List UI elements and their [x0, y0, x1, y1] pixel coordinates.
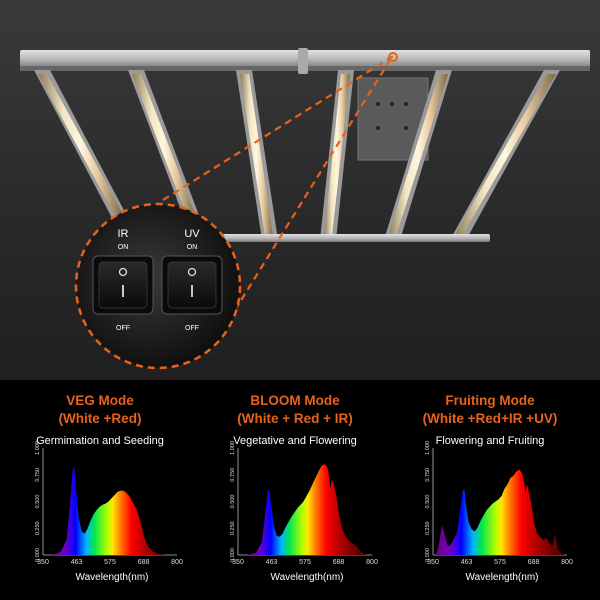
- ir-on-label: ON: [118, 244, 129, 251]
- uv-switch[interactable]: UV ON OFF: [161, 228, 223, 332]
- product-photo: IR ON OFF UV ON OFF: [0, 0, 600, 380]
- fruiting-spectrum-chart: 0.000 0.250 0.500 0.750 1.000 350 463 575 688 800…: [395, 440, 595, 590]
- mode-title-detail: (White + Red + IR): [237, 411, 353, 426]
- switch-zoom-circle: [74, 202, 242, 370]
- x-tick-label: 800: [366, 559, 378, 566]
- x-tick-label: 463: [461, 559, 473, 566]
- mode-title: BLOOM Mode: [250, 393, 340, 408]
- y-tick-label: 0.750: [230, 468, 236, 482]
- x-tick-label: 575: [494, 559, 506, 566]
- uv-label: UV: [184, 228, 200, 240]
- spectrum-section: VEG Mode (White +Red) Germimation and Se…: [0, 380, 600, 600]
- spectrum-area: [436, 469, 564, 555]
- mode-subtitle: Vegetative and Flowering: [233, 435, 357, 447]
- y-tick-label: 0.500: [425, 495, 431, 509]
- zoom-callout-lines: [162, 54, 396, 311]
- x-tick-label: 463: [71, 559, 83, 566]
- y-tick-label: 0.750: [425, 468, 431, 482]
- ir-switch[interactable]: IR ON OFF: [92, 228, 154, 332]
- x-tick-label: 688: [333, 559, 345, 566]
- veg-mode-column: VEG Mode (White +Red) Germimation and Se…: [0, 392, 200, 447]
- mode-title: Fruiting Mode: [445, 393, 535, 408]
- x-tick-label: 575: [299, 559, 311, 566]
- y-tick-label: 0.500: [35, 495, 41, 509]
- x-tick-label: 688: [138, 559, 150, 566]
- grow-light-illustration: IR ON OFF UV ON OFF: [20, 48, 590, 370]
- x-tick-label: 350: [232, 559, 244, 566]
- y-tick-label: 0.250: [230, 521, 236, 535]
- uv-on-label: ON: [187, 244, 198, 251]
- x-tick-label: 463: [266, 559, 278, 566]
- y-tick-label: 0.000: [425, 548, 431, 562]
- x-tick-label: 800: [171, 559, 183, 566]
- spectrum-area: [246, 464, 366, 555]
- y-tick-label: 0.750: [35, 468, 41, 482]
- x-tick-label: 350: [427, 559, 439, 566]
- x-tick-label: 688: [528, 559, 540, 566]
- ir-label: IR: [118, 228, 129, 240]
- y-tick-label: 1.000: [35, 441, 41, 455]
- y-tick-label: 0.250: [425, 521, 431, 535]
- top-rail: [20, 48, 590, 74]
- bloom-spectrum-chart: 0.000 0.250 0.500 0.750 1.000 350 463 575 688 800…: [200, 440, 400, 590]
- x-axis-label: Wavelength(nm): [76, 572, 149, 583]
- mode-title-detail: (White +Red+IR +UV): [422, 411, 558, 426]
- uv-off-label: OFF: [185, 325, 199, 332]
- led-bars: [34, 70, 560, 240]
- x-tick-label: 800: [561, 559, 573, 566]
- x-axis-label: Wavelength(nm): [271, 572, 344, 583]
- x-axis-label: Wavelength(nm): [466, 572, 539, 583]
- spectrum-plot: 0.000 0.250 0.500 0.750 1.000 350 463 575 688 800…: [425, 441, 573, 583]
- bottom-rail: [200, 234, 490, 242]
- ir-off-label: OFF: [116, 325, 130, 332]
- spectrum-area: [51, 467, 171, 555]
- y-tick-label: 0.250: [35, 521, 41, 535]
- mode-title-detail: (White +Red): [58, 411, 142, 426]
- veg-spectrum-chart: 0.000 0.250 0.500 0.750 1.000 350 463 575 688 800…: [5, 440, 205, 590]
- y-tick-label: 1.000: [425, 441, 431, 455]
- y-tick-label: 0.000: [230, 548, 236, 562]
- spectrum-plot: 0.000 0.250 0.500 0.750 1.000 350 463 575 688 800…: [35, 441, 183, 583]
- mode-subtitle: Flowering and Fruiting: [435, 435, 545, 447]
- y-tick-label: 0.000: [35, 548, 41, 562]
- mode-title: VEG Mode: [66, 393, 134, 408]
- x-tick-label: 350: [37, 559, 49, 566]
- fruiting-mode-column: Fruiting Mode (White +Red+IR +UV) Flower…: [390, 392, 590, 447]
- x-tick-label: 575: [104, 559, 116, 566]
- spectrum-plot: 0.000 0.250 0.500 0.750 1.000 350 463 575 688 800…: [230, 441, 378, 583]
- bloom-mode-column: BLOOM Mode (White + Red + IR) Vegetative…: [195, 392, 395, 447]
- mode-subtitle: Germimation and Seeding: [36, 435, 164, 447]
- y-tick-label: 1.000: [230, 441, 236, 455]
- y-tick-label: 0.500: [230, 495, 236, 509]
